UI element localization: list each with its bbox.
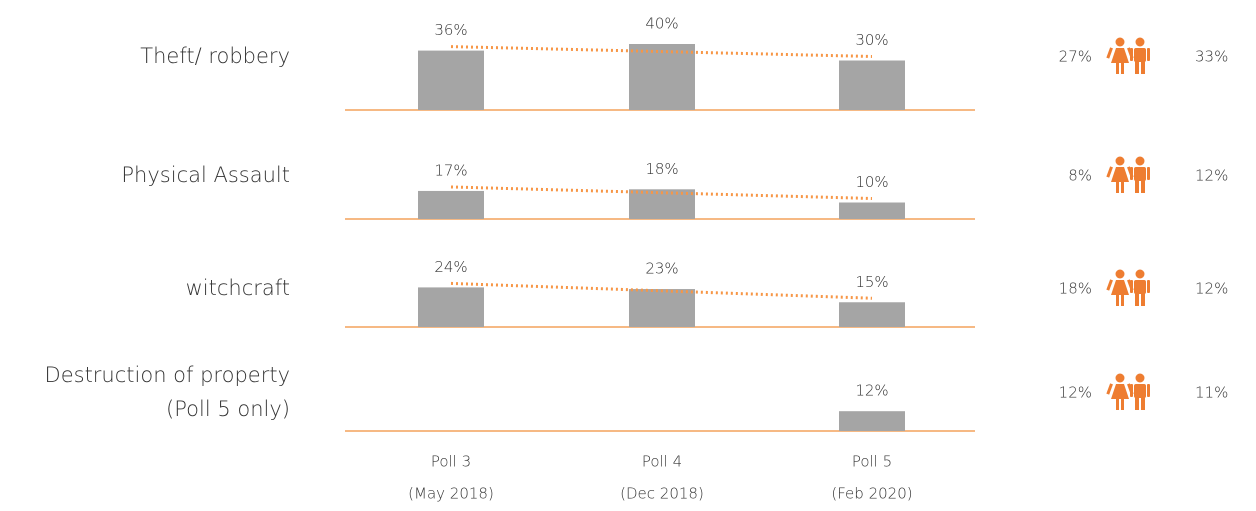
bar bbox=[418, 50, 484, 110]
trend-line bbox=[450, 185, 873, 200]
value-label: 23% bbox=[645, 260, 678, 278]
value-label: 36% bbox=[434, 21, 467, 39]
value-label: 18% bbox=[645, 160, 678, 178]
x-tick-label: Poll 3 bbox=[431, 453, 471, 471]
gender-icon bbox=[1106, 269, 1150, 306]
x-tick-date: (Dec 2018) bbox=[620, 485, 704, 503]
x-tick-date: (May 2018) bbox=[408, 485, 494, 503]
value-label: 30% bbox=[855, 31, 888, 49]
trend-line bbox=[450, 281, 873, 300]
row-label: Physical Assault bbox=[121, 163, 290, 187]
bar bbox=[839, 302, 905, 327]
male-value: 12% bbox=[1195, 167, 1228, 185]
value-label: 15% bbox=[855, 273, 888, 291]
gender-icon bbox=[1106, 37, 1150, 74]
trend-line bbox=[450, 45, 873, 58]
value-label: 40% bbox=[645, 15, 678, 33]
bar bbox=[629, 189, 695, 219]
value-label: 24% bbox=[434, 258, 467, 276]
bar bbox=[839, 202, 905, 219]
value-label: 10% bbox=[855, 173, 888, 191]
bar bbox=[629, 44, 695, 110]
gender-icon bbox=[1106, 373, 1150, 410]
row-label: witchcraft bbox=[186, 276, 290, 300]
gender-icon bbox=[1106, 156, 1150, 193]
x-tick-date: (Feb 2020) bbox=[831, 485, 912, 503]
x-tick-label: Poll 5 bbox=[852, 453, 892, 471]
bar bbox=[629, 289, 695, 327]
bar bbox=[418, 190, 484, 219]
male-value: 11% bbox=[1195, 384, 1228, 402]
row-label: Theft/ robbery bbox=[140, 44, 290, 68]
female-value: 18% bbox=[1059, 280, 1092, 298]
row-label: Destruction of property bbox=[45, 363, 290, 387]
female-value: 8% bbox=[1068, 167, 1092, 185]
female-value: 27% bbox=[1059, 48, 1092, 66]
bar bbox=[839, 60, 905, 110]
bar bbox=[839, 411, 905, 431]
male-value: 33% bbox=[1195, 48, 1228, 66]
bar bbox=[418, 287, 484, 327]
row-label-note: (Poll 5 only) bbox=[166, 397, 290, 421]
value-label: 17% bbox=[434, 161, 467, 179]
value-label: 12% bbox=[855, 382, 888, 400]
female-value: 12% bbox=[1059, 384, 1092, 402]
x-tick-label: Poll 4 bbox=[642, 453, 682, 471]
male-value: 12% bbox=[1195, 280, 1228, 298]
